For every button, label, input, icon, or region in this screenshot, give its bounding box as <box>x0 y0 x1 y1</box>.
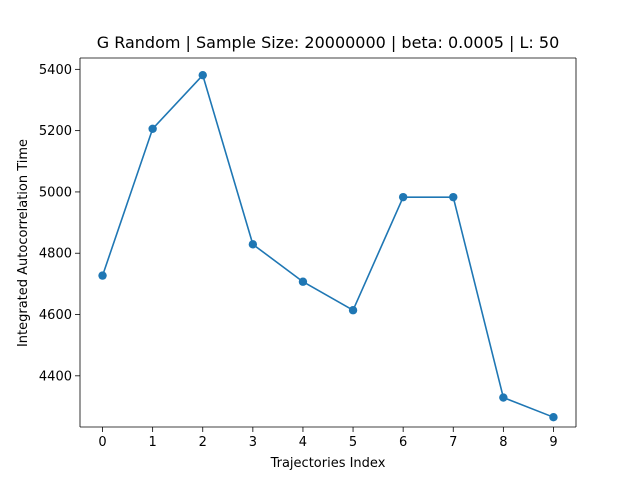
x-tick-label: 7 <box>449 435 457 450</box>
data-point <box>398 192 408 202</box>
x-tick-label: 6 <box>399 435 407 450</box>
y-tick-label: 4600 <box>39 308 72 323</box>
x-tick-label: 2 <box>199 435 207 450</box>
x-tick-label: 4 <box>299 435 307 450</box>
x-tick-label: 8 <box>499 435 507 450</box>
data-point <box>198 70 207 80</box>
data-point <box>499 393 508 402</box>
series-line <box>101 74 554 418</box>
y-tick-label: 4400 <box>39 369 72 384</box>
x-tick-label: 9 <box>549 435 557 450</box>
x-tick-label: 5 <box>349 435 357 450</box>
y-axis-label: Integrated Autocorrelation Time <box>16 139 31 347</box>
data-point <box>248 240 258 249</box>
x-tick-label: 3 <box>249 435 257 450</box>
data-point <box>549 412 558 422</box>
data-point <box>298 277 308 286</box>
y-tick-label: 5400 <box>39 63 72 78</box>
x-tick-label: 1 <box>149 435 157 450</box>
data-point <box>98 271 107 280</box>
y-tick-label: 4800 <box>39 247 72 262</box>
data-point <box>348 306 358 315</box>
data-point <box>449 192 458 202</box>
chart-title: G Random | Sample Size: 20000000 | beta:… <box>97 33 560 52</box>
plot-area: 0 1 2 3 4 5 6 7 8 9 4400 4600 4800 5000 5200 5400 <box>39 57 577 450</box>
x-tick-label: 0 <box>98 435 106 450</box>
y-tick-label: 5200 <box>39 124 72 139</box>
data-point <box>148 124 157 133</box>
y-tick-label: 5000 <box>39 185 72 200</box>
x-axis-label: Trajectories Index <box>270 456 386 471</box>
